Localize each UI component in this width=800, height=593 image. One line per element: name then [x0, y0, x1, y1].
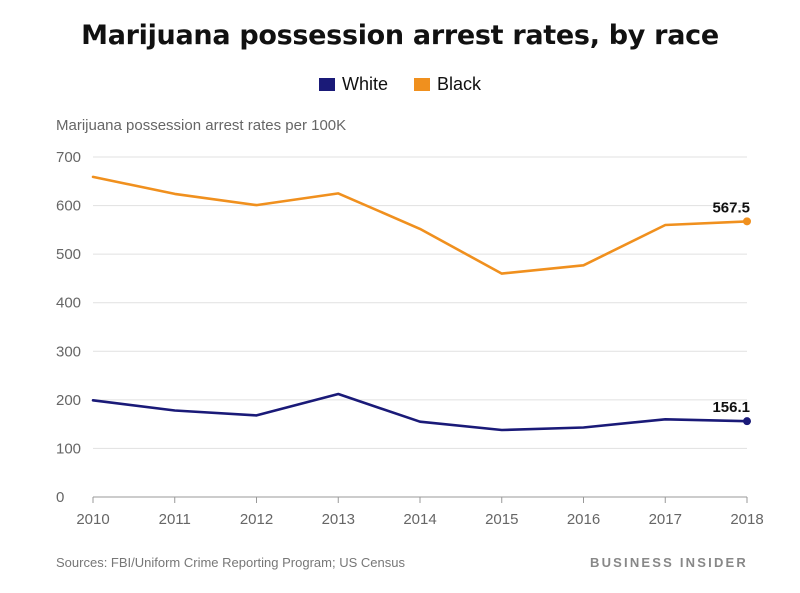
y-tick-label: 600 — [56, 198, 81, 215]
data-label-white: 156.1 — [712, 399, 750, 416]
y-tick-label: 0 — [56, 489, 64, 506]
y-tick-label: 200 — [56, 392, 81, 409]
x-tick-label: 2010 — [76, 511, 109, 528]
data-label-black: 567.5 — [712, 199, 750, 216]
legend-item-black: Black — [414, 74, 481, 95]
x-tick-label: 2012 — [240, 511, 273, 528]
legend-label-white: White — [341, 74, 388, 94]
legend-label-black: Black — [437, 74, 482, 94]
y-tick-label: 300 — [56, 343, 81, 360]
x-tick-label: 2015 — [485, 511, 518, 528]
chart-title: Marijuana possession arrest rates, by ra… — [81, 20, 719, 51]
x-tick-label: 2018 — [730, 511, 763, 528]
y-tick-label: 500 — [56, 246, 81, 263]
x-tick-label: 2017 — [649, 511, 682, 528]
legend: White Black — [0, 74, 800, 95]
legend-item-white: White — [318, 74, 388, 95]
y-tick-label: 100 — [56, 440, 81, 457]
series-line-white — [91, 392, 749, 432]
legend-swatch-white — [318, 78, 335, 91]
brand-logo: BUSINESS INSIDER — [589, 555, 748, 570]
source-note: Sources: FBI/Uniform Crime Reporting Pro… — [56, 555, 405, 570]
x-tick-label: 2011 — [159, 511, 191, 528]
legend-swatch-black — [414, 78, 430, 91]
x-tick-label: 2016 — [567, 511, 600, 528]
y-tick-label: 400 — [56, 295, 81, 312]
y-axis-label: Marijuana possession arrest rates per 10… — [56, 117, 347, 134]
x-tick-label: 2013 — [322, 511, 355, 528]
y-tick-label: 700 — [56, 149, 81, 166]
series-endpoint-black — [743, 217, 751, 226]
series-line-black — [91, 175, 749, 275]
x-tick-label: 2014 — [403, 511, 436, 528]
series-endpoint-white — [743, 417, 751, 426]
